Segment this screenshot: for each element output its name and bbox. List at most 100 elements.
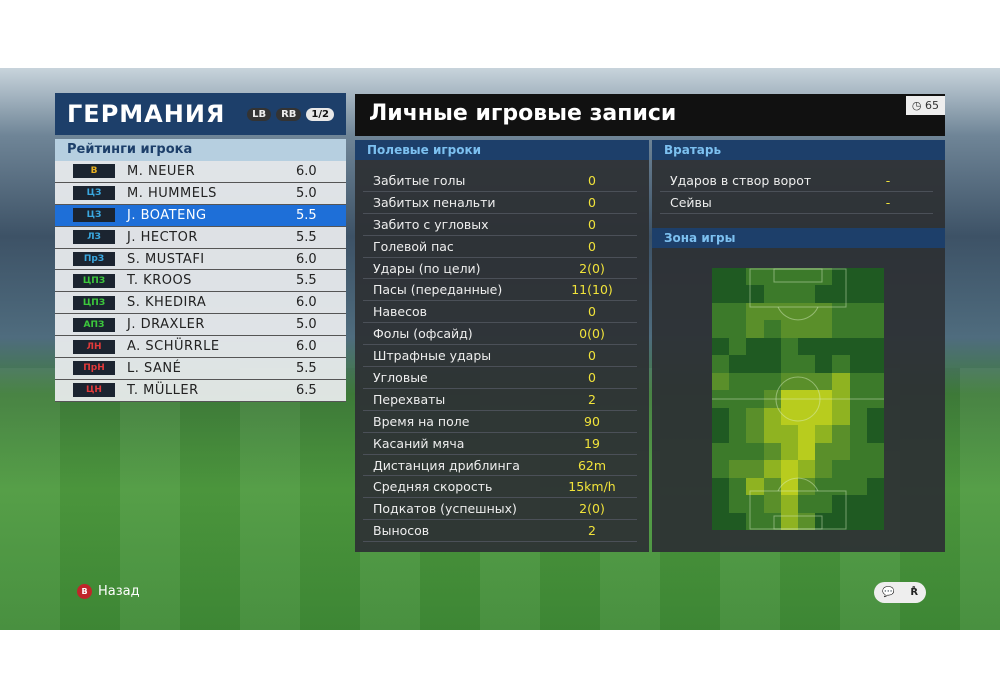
timer: ◷ 65	[905, 96, 945, 115]
heatmap-cell	[798, 390, 816, 408]
heatmap-cell	[712, 320, 730, 338]
player-rating: 6.0	[296, 295, 317, 311]
stat-label: Навесов	[373, 304, 428, 320]
player-rating: 5.5	[296, 229, 317, 245]
player-row[interactable]: ПрН L. SANÉ 5.5	[55, 358, 346, 380]
heatmap-cell	[832, 372, 850, 391]
right-stick-icon: R̊	[910, 587, 919, 598]
heatmap-cell	[798, 320, 816, 338]
stat-value: 0	[588, 304, 596, 320]
stat-value: 2	[588, 523, 596, 539]
player-name: L. SANÉ	[127, 360, 182, 376]
heatmap-cell	[866, 337, 884, 356]
heatmap-cell	[798, 495, 816, 513]
stat-row: Касаний мяча 19	[363, 433, 637, 455]
player-row[interactable]: ЛЗ J. HECTOR 5.5	[55, 226, 346, 249]
stat-label: Забито с угловых	[373, 216, 489, 232]
player-rating: 5.0	[296, 185, 317, 201]
heatmap-cell	[729, 477, 747, 496]
heatmap-cell	[780, 442, 798, 461]
heatmap-cell	[763, 320, 781, 338]
player-row[interactable]: ЦПЗ S. KHEDIRA 6.0	[55, 292, 346, 315]
page-indicator: 1/2	[306, 107, 334, 121]
heatmap-cell	[798, 460, 816, 478]
records-title: Личные игровые записи	[355, 94, 945, 136]
player-row[interactable]: ЦН T. MÜLLER 6.5	[55, 379, 346, 402]
player-name: T. MÜLLER	[127, 382, 199, 398]
player-row[interactable]: В M. NEUER 6.0	[55, 161, 346, 183]
heatmap-cell	[746, 320, 764, 338]
player-row[interactable]: ЦЗ M. HUMMELS 5.0	[55, 182, 346, 205]
heatmap-cell	[849, 460, 867, 478]
heatmap-cell	[712, 355, 730, 373]
player-row[interactable]: ЛН A. SCHÜRRLE 6.0	[55, 336, 346, 359]
stat-label: Забитые голы	[373, 172, 466, 188]
stat-label: Угловые	[373, 369, 428, 385]
heatmap-cell	[798, 302, 816, 321]
heatmap-cell	[815, 460, 833, 478]
heatmap-cell	[866, 320, 884, 338]
player-name: T. KROOS	[127, 273, 192, 289]
stat-row: Сейвы -	[660, 192, 933, 214]
heatmap-cell	[849, 442, 867, 461]
stat-row: Забитых пенальти 0	[363, 192, 637, 214]
heatmap-cell	[798, 268, 816, 286]
stat-label: Забитых пенальти	[373, 194, 496, 210]
stat-row: Пасы (переданные) 11(10)	[363, 279, 637, 302]
back-label: Назад	[98, 584, 140, 599]
heatmap-cell	[763, 372, 781, 391]
stat-label: Перехваты	[373, 391, 446, 407]
heatmap-cell	[832, 460, 850, 478]
heatmap-cell	[832, 320, 850, 338]
position-badge: ЛН	[73, 339, 115, 354]
gk-title: Вратарь	[652, 140, 945, 160]
heatmap-cell	[780, 320, 798, 338]
player-row[interactable]: ПрЗ S. MUSTAFI 6.0	[55, 248, 346, 271]
heatmap-cell	[849, 477, 867, 496]
player-row[interactable]: АПЗ J. DRAXLER 5.0	[55, 314, 346, 337]
stat-label: Время на поле	[373, 413, 470, 429]
heatmap-cell	[780, 407, 798, 426]
stat-row: Средняя скорость 15km/h	[363, 476, 637, 499]
heatmap-cell	[729, 337, 747, 356]
stat-row: Голевой пас 0	[363, 236, 637, 258]
player-name: A. SCHÜRRLE	[127, 339, 220, 355]
field-title: Полевые игроки	[355, 140, 649, 160]
player-name: J. BOATENG	[127, 207, 207, 223]
stat-label: Подкатов (успешных)	[373, 501, 517, 517]
player-row[interactable]: ЦПЗ T. KROOS 5.5	[55, 270, 346, 293]
heatmap-cell	[815, 407, 833, 426]
player-rating: 5.5	[296, 360, 317, 376]
stat-value: 2(0)	[579, 501, 605, 517]
player-name: J. HECTOR	[127, 229, 198, 245]
heatmap-cell	[815, 320, 833, 338]
heatmap-cell	[866, 285, 884, 303]
player-row[interactable]: ЦЗ J. BOATENG 5.5	[55, 204, 346, 227]
team-panel: ГЕРМАНИЯ LB RB 1/2 Рейтинги игрока В M. N…	[55, 93, 346, 402]
heatmap-cell	[815, 495, 833, 513]
heatmap-cell	[712, 372, 730, 391]
heatmap-cell	[746, 425, 764, 443]
back-button[interactable]: B Назад	[77, 584, 140, 599]
heatmap-cell	[729, 355, 747, 373]
heatmap-cell	[763, 355, 781, 373]
field-player-panel: Полевые игроки Забитые голы 0 Забитых пена…	[355, 140, 649, 552]
heatmap-cell	[763, 495, 781, 513]
heatmap-cell	[729, 495, 747, 513]
heatmap-cell	[746, 512, 764, 530]
heatmap-cell	[780, 268, 798, 286]
heatmap-cell	[763, 512, 781, 530]
position-badge: ЦПЗ	[73, 295, 115, 310]
heatmap-cell	[798, 355, 816, 373]
rb-button[interactable]: RB	[276, 107, 302, 121]
heatmap-cell	[763, 425, 781, 443]
heatmap-cell	[780, 390, 798, 408]
stat-value: 11(10)	[571, 282, 613, 298]
heatmap-cell	[746, 390, 764, 408]
heatmap-cell	[832, 337, 850, 356]
stat-row: Ударов в створ ворот -	[660, 170, 933, 192]
stat-row: Штрафные удары 0	[363, 345, 637, 368]
lb-button[interactable]: LB	[247, 107, 272, 121]
position-badge: В	[73, 164, 115, 179]
stat-row: Фолы (офсайд) 0(0)	[363, 323, 637, 346]
